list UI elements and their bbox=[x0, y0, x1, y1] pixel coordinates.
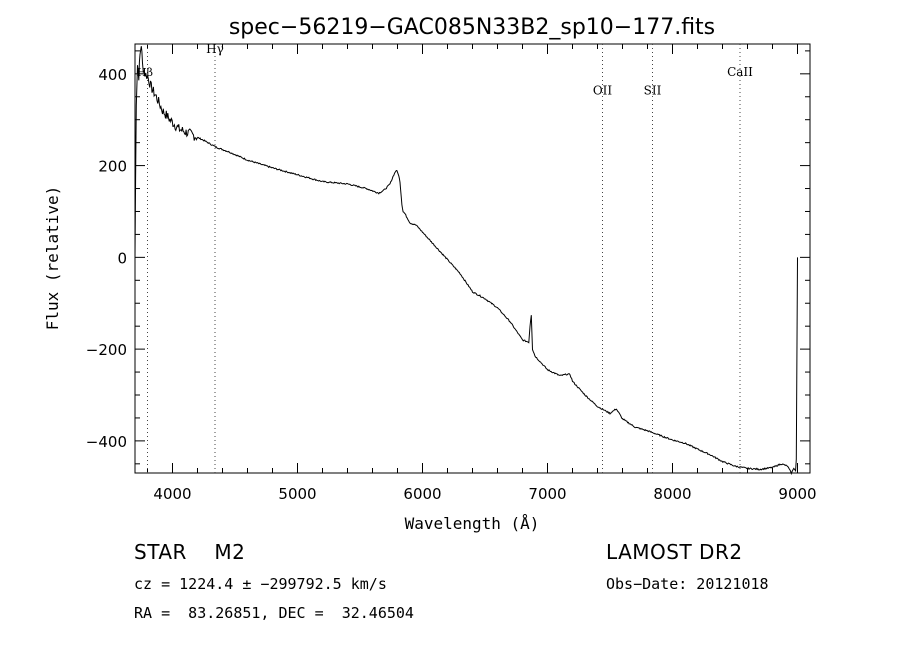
y-tick-label: 200 bbox=[98, 158, 127, 176]
chart-title: spec−56219−GAC085N33B2_sp10−177.fits bbox=[229, 15, 715, 40]
x-tick-label: 4000 bbox=[153, 485, 191, 503]
x-tick-label: 6000 bbox=[403, 485, 441, 503]
ra-dec-info: RA = 83.26851, DEC = 32.46504 bbox=[134, 604, 414, 622]
x-tick-label: 7000 bbox=[528, 485, 566, 503]
line-marker-label: Hγ bbox=[206, 42, 224, 56]
line-marker-label: CaII bbox=[727, 65, 753, 79]
x-axis-label: Wavelength (Å) bbox=[405, 514, 540, 533]
x-tick-label: 8000 bbox=[653, 485, 691, 503]
y-axis-label: Flux (relative) bbox=[43, 186, 62, 331]
x-tick-label: 5000 bbox=[278, 485, 316, 503]
line-marker-label: Hβ bbox=[137, 66, 153, 79]
x-tick-label: 9000 bbox=[778, 485, 816, 503]
survey-name: LAMOST DR2 bbox=[606, 540, 743, 564]
y-tick-label: 400 bbox=[98, 66, 127, 84]
line-marker-label: OII bbox=[593, 83, 613, 97]
plot-area: 4000 5000 6000 7000 8000 9000 −400 −200 0 200 400 H… bbox=[86, 42, 817, 503]
y-tick-label: −400 bbox=[86, 433, 127, 451]
y-tick-label: 0 bbox=[117, 249, 127, 267]
spectrum-line bbox=[134, 46, 798, 476]
y-tick-label: −200 bbox=[86, 341, 127, 359]
object-class: STAR M2 bbox=[134, 540, 246, 564]
plot-frame bbox=[134, 43, 811, 474]
obs-date: Obs−Date: 20121018 bbox=[606, 575, 769, 593]
line-marker-label: SII bbox=[644, 83, 662, 97]
redshift-info: cz = 1224.4 ± −299792.5 km/s bbox=[134, 575, 387, 593]
